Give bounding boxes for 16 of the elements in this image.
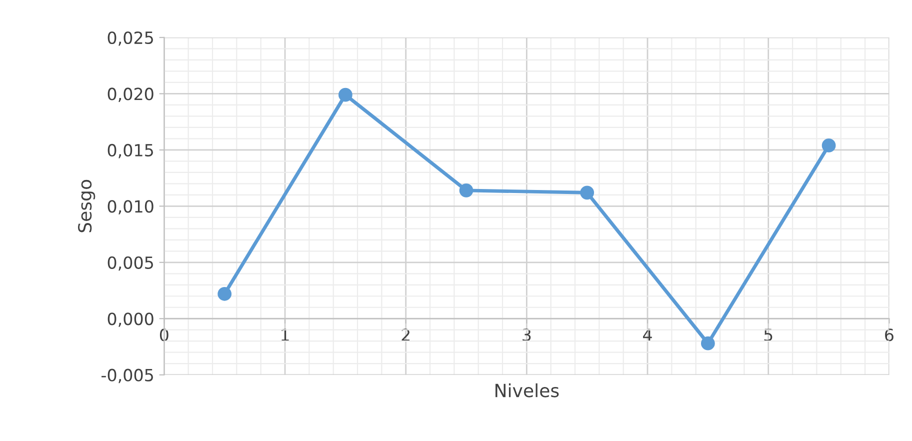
y-tick-label: 0,015 — [108, 144, 153, 158]
point — [700, 336, 715, 350]
x-axis-title: Niveles — [496, 383, 559, 398]
x-tick-label: 6 — [885, 328, 894, 342]
point — [580, 186, 594, 200]
point — [459, 183, 474, 198]
point — [218, 286, 232, 301]
y-tick-label: 0,005 — [108, 256, 153, 271]
point — [338, 88, 352, 102]
y-tick-label: -0,005 — [102, 368, 153, 384]
y-axis-title: Sesgo — [78, 180, 96, 232]
y-tick-label: 0,010 — [108, 200, 154, 214]
y-tick-label: 0,020 — [108, 88, 154, 102]
y-tick-label: 0,025 — [108, 31, 153, 46]
y-tick-label: 0,000 — [108, 312, 154, 327]
point — [822, 138, 836, 152]
